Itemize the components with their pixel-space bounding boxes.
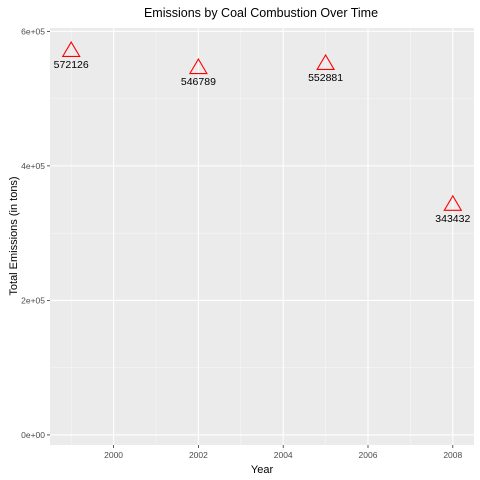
chart-title: Emissions by Coal Combustion Over Time [144,6,378,20]
data-label: 343432 [435,213,470,225]
data-label: 552881 [308,72,343,84]
grid-minor [50,28,474,445]
grid-major [50,28,474,445]
x-tick-label: 2006 [359,450,378,460]
data-point [443,194,463,211]
y-tick-label: 2e+05 [21,295,45,305]
x-tick-label: 2000 [104,450,123,460]
x-axis-title: Year [251,464,274,476]
y-axis-title: Total Emissions (in tons) [8,176,20,295]
data-point [61,40,81,58]
y-tick-label: 4e+05 [21,161,45,171]
data-point [316,53,336,70]
y-tick-label: 6e+05 [21,26,45,36]
data-points [61,40,463,211]
x-axis: 2000 2002 2004 2006 2008 [104,445,463,460]
y-tick-label: 0e+00 [21,430,45,440]
x-tick-label: 2004 [274,450,293,460]
y-axis: 0e+00 2e+05 4e+05 6e+05 [21,26,50,440]
x-tick-label: 2002 [189,450,208,460]
x-tick-label: 2008 [443,450,462,460]
data-label: 546789 [181,76,216,88]
data-point [188,57,208,75]
data-label: 572126 [54,59,89,71]
plot-panel [50,28,474,445]
data-labels: 572126 546789 552881 343432 [54,59,471,225]
